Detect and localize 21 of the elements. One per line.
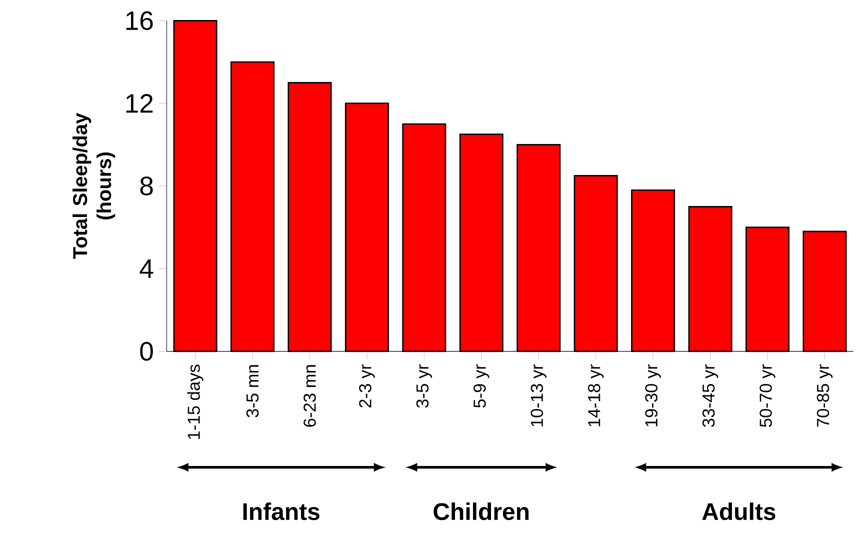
y-tick-label: 12 [126,94,153,113]
x-tick-label: 5-9 yr [474,364,490,408]
x-tick-label: 3-5 yr [416,364,432,408]
y-tick-label: 4 [140,259,154,278]
text: Adults [702,502,776,520]
x-tick-label: 19-30 yr [645,364,661,426]
y-tick-label: 0 [140,342,153,361]
y-tick-label: 16 [126,11,153,30]
y-tick-label: 8 [140,176,153,196]
x-tick-label: 2-3 yr [359,364,375,408]
x-tick-label: 6-23 mn [304,365,316,427]
x-tick-label: 3-5 mn [246,365,259,418]
x-tick-label: 70-85 yr [816,364,833,427]
x-tick-label: 1-15 days [187,364,204,439]
text: Children [434,502,529,520]
text: Infants [243,502,320,520]
x-tick-label: 33-45 yr [702,364,718,427]
x-tick-label: 10-13 yr [530,364,546,426]
x-tick-label: 50-70 yr [760,364,776,427]
x-tick-label: 14-18 yr [588,364,604,426]
y-axis-title: Total Sleep/day (hours) [72,112,116,259]
